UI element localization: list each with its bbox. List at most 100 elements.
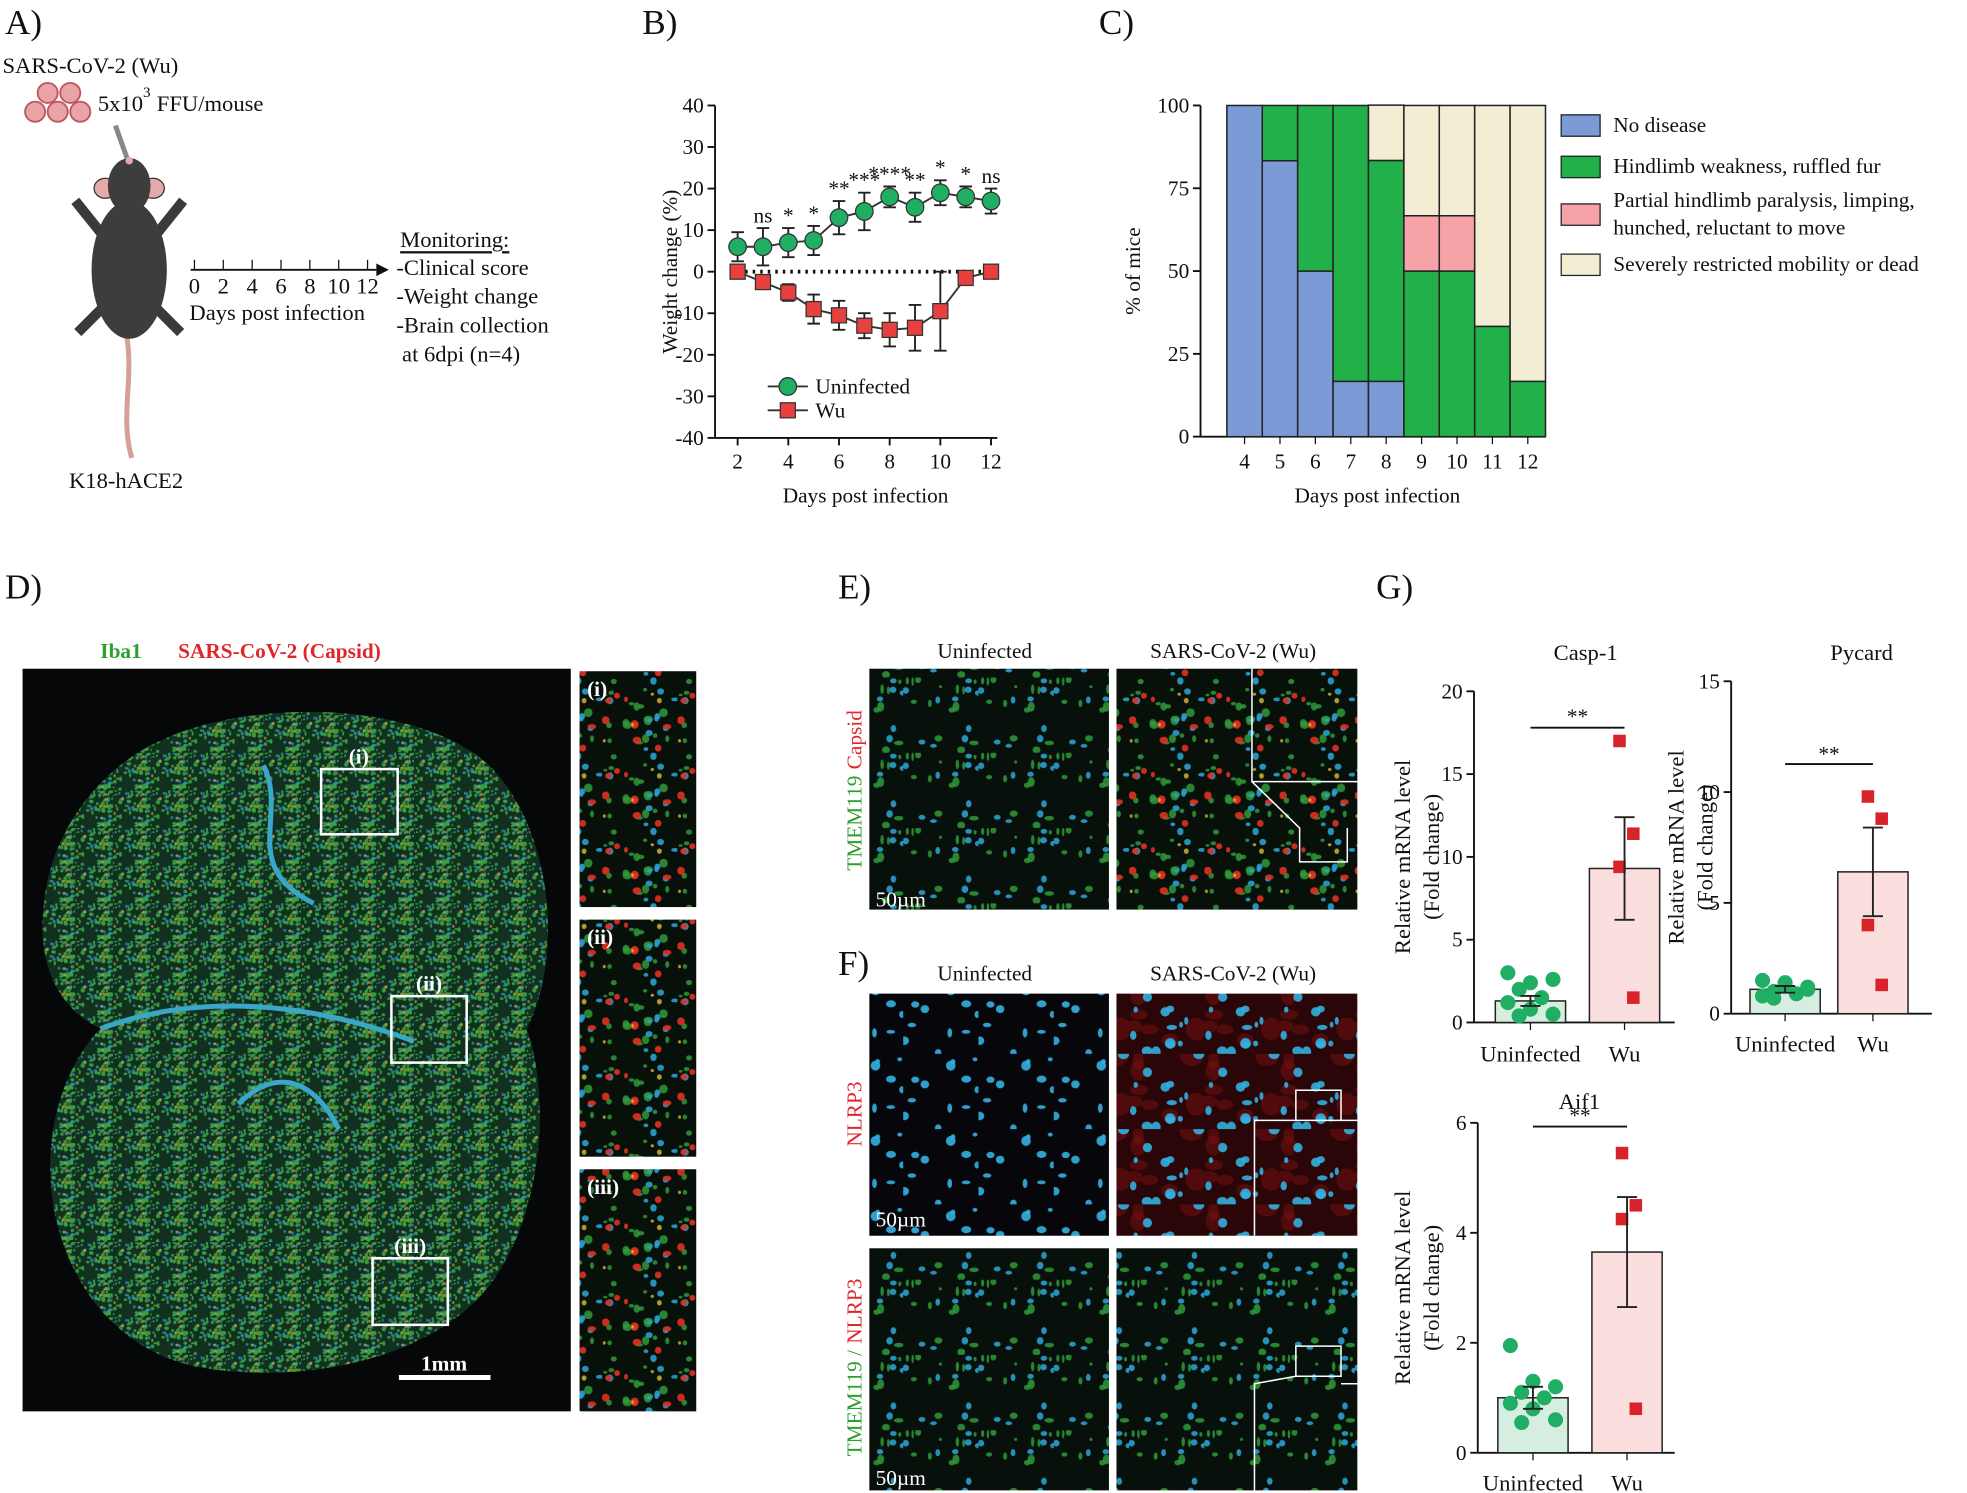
- zoom-box: [1253, 1089, 1358, 1236]
- y-tick-label: 10: [1699, 780, 1720, 804]
- marker: [1875, 978, 1888, 992]
- legend-entry: Hindlimb weakness, ruffled fur: [1560, 154, 1881, 179]
- row-label: TMEM119 / NLRP3: [842, 1279, 866, 1457]
- marker: [779, 402, 796, 419]
- panel-label: G): [1376, 568, 1413, 607]
- x-axis-label: Days post infection: [783, 484, 949, 508]
- legend-swatch: [1560, 253, 1601, 277]
- marker: [1502, 1395, 1518, 1411]
- stain: TMEM119: [842, 776, 866, 871]
- y-tick-label: -30: [675, 384, 703, 408]
- legend-entry: Partial hindlimb paralysis, limping, hun…: [1560, 185, 1967, 245]
- marker: [1500, 995, 1516, 1011]
- y-axis-label: Weight change (%): [658, 190, 682, 354]
- legend-label: Hindlimb weakness, ruffled fur: [1613, 154, 1881, 179]
- mouse-body: [91, 200, 167, 339]
- marker: [728, 237, 748, 257]
- y-tick-label: 50: [1168, 259, 1189, 283]
- bar-segment: [1367, 380, 1405, 438]
- inset-label: (ii): [587, 925, 613, 949]
- y-tick-label: 30: [682, 135, 703, 159]
- marker: [1788, 986, 1804, 1002]
- significance: *: [783, 204, 794, 228]
- row-label: TMEM119 Capsid: [842, 710, 866, 871]
- legend-label: Severely restricted mobility or dead: [1613, 252, 1919, 277]
- legend-label: Partial hindlimb paralysis, limping, hun…: [1613, 188, 1915, 240]
- y-tick-label: 20: [1441, 679, 1462, 703]
- error-bar: [1775, 985, 1796, 994]
- y-tick-label: 6: [1456, 1111, 1467, 1135]
- error-bar: [1617, 1196, 1638, 1308]
- zoom-box: [1253, 1345, 1358, 1491]
- error-bar: [1614, 816, 1635, 921]
- virus: [36, 81, 59, 104]
- x-tick-label: 8: [1381, 450, 1392, 474]
- marker: [880, 187, 900, 207]
- inset-image: [579, 919, 697, 1157]
- marker: [932, 303, 949, 320]
- legend-row: No disease: [1560, 95, 1967, 155]
- panel-label: B): [642, 3, 677, 42]
- x-tick-label: Wu: [1857, 1031, 1889, 1056]
- panel-label: F): [838, 944, 869, 983]
- legend-swatch: [1560, 155, 1601, 179]
- marker: [1545, 971, 1561, 987]
- dose: 5x103 FFU/mouse: [98, 85, 264, 116]
- mouse-label: K18-hACE2: [69, 468, 183, 493]
- x-tick-label: 6: [1310, 450, 1321, 474]
- inset-box: [319, 767, 399, 836]
- x-tick-label: 7: [1345, 450, 1356, 474]
- stain-label: Iba1: [100, 639, 141, 663]
- timeline-day: 6: [275, 274, 286, 299]
- marker: [854, 202, 874, 221]
- chart-title: Aif1: [1559, 1089, 1600, 1114]
- x-tick-label: 12: [980, 450, 1001, 474]
- legend-row: Partial hindlimb paralysis, limping, hun…: [1560, 185, 1967, 245]
- significance: ns: [982, 164, 1001, 188]
- marker: [1777, 977, 1793, 993]
- panel-label: E): [838, 568, 871, 607]
- micrograph: [1116, 668, 1358, 910]
- y-tick-label: 10: [1441, 845, 1462, 869]
- timeline-label: Days post infection: [189, 300, 365, 325]
- x-tick-label: 9: [1416, 450, 1427, 474]
- marker: [1861, 790, 1875, 803]
- legend-entry: Severely restricted mobility or dead: [1560, 252, 1919, 277]
- panel-label: A): [5, 3, 42, 42]
- marker: [829, 208, 849, 228]
- y-tick-label: 4: [1456, 1221, 1467, 1245]
- y-tick-label: 15: [1441, 762, 1462, 786]
- virus: [24, 100, 47, 123]
- bar-segment: [1332, 104, 1370, 383]
- marker: [1629, 1402, 1643, 1416]
- marker: [778, 377, 798, 396]
- x-tick-label: Wu: [1609, 1041, 1641, 1066]
- scale-bar-label: 50µm: [876, 1207, 927, 1231]
- marker: [1754, 988, 1771, 1004]
- virus: [59, 81, 82, 104]
- virus: [46, 100, 69, 123]
- error-bar: [1862, 826, 1883, 918]
- column-label: SARS-CoV-2 (Wu): [1150, 639, 1316, 663]
- bar-segment: [1403, 104, 1441, 217]
- timeline-day: 0: [189, 274, 200, 299]
- marker: [1548, 1379, 1564, 1395]
- marker: [805, 300, 822, 318]
- y-tick-label: -20: [675, 343, 703, 367]
- significance: **: [1567, 704, 1588, 728]
- marker: [1500, 965, 1516, 981]
- y-tick-label: 5: [1452, 928, 1463, 952]
- bar-segment: [1261, 160, 1299, 438]
- mouse-tail: [122, 328, 135, 459]
- marker: [1754, 972, 1771, 988]
- y-tick-label: 2: [1456, 1331, 1467, 1355]
- marker: [1615, 1146, 1629, 1160]
- panel-label: D): [5, 568, 42, 607]
- y-tick-label: 10: [682, 218, 703, 242]
- monitoring-item: -Weight change: [396, 284, 538, 309]
- marker: [956, 187, 976, 207]
- panel-label: C): [1099, 3, 1134, 42]
- significance: *: [808, 201, 819, 225]
- micrograph: [869, 993, 1109, 1236]
- marker: [804, 231, 824, 250]
